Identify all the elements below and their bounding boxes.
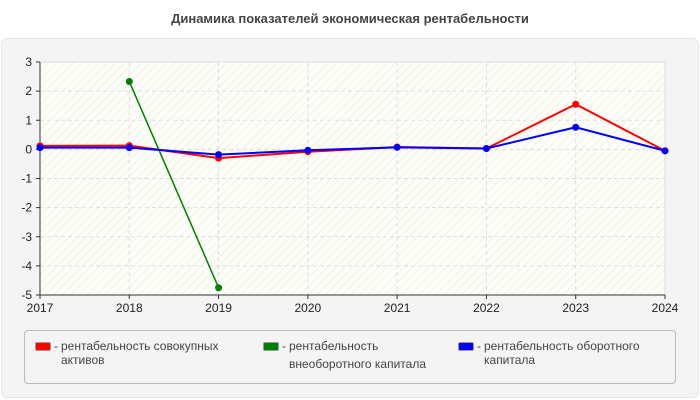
y-tick-label: 0 [25, 142, 32, 156]
legend-item-working-capital: - рентабельность оборотного капитала [458, 339, 640, 367]
x-tick-label: 2023 [562, 301, 589, 315]
legend-label: рентабельность оборотного [484, 339, 640, 353]
legend-swatch-red [35, 342, 51, 351]
x-tick-label: 2021 [384, 301, 411, 315]
y-tick-label: 1 [25, 113, 32, 127]
data-point [125, 78, 133, 86]
legend-label: рентабельность [289, 339, 379, 353]
y-tick-label: -4 [21, 259, 32, 273]
data-point [393, 143, 401, 151]
data-point [215, 151, 223, 159]
x-tick-label: 2018 [116, 301, 143, 315]
legend-label: внеоборотного капитала [289, 357, 426, 371]
legend-label: рентабельность совокупных [61, 339, 219, 353]
series-line-2 [128, 81, 220, 289]
y-tick-label: -5 [21, 288, 32, 302]
data-point [36, 144, 44, 152]
data-point [125, 144, 133, 152]
legend: - рентабельность совокупных активов - рен… [24, 330, 676, 384]
legend-label: активов [61, 353, 105, 367]
data-point [482, 145, 490, 153]
legend-swatch-green [263, 342, 279, 351]
x-tick-label: 2022 [473, 301, 500, 315]
legend-swatch-blue [458, 342, 474, 351]
x-tick-label: 2024 [652, 301, 679, 315]
legend-item-noncurrent-capital: - рентабельность внеоборотного капитала [263, 339, 426, 371]
data-point [215, 284, 223, 292]
y-tick-label: -1 [21, 172, 32, 186]
y-tick-label: -2 [21, 201, 32, 215]
data-point [304, 146, 312, 154]
x-tick-label: 2017 [27, 301, 54, 315]
x-tick-label: 2019 [205, 301, 232, 315]
data-point [572, 100, 580, 108]
series-line-3 [40, 126, 666, 156]
legend-label: капитала [484, 353, 536, 367]
chart-title: Динамика показателей экономическая рента… [171, 11, 529, 26]
legend-item-total-assets: - рентабельность совокупных активов [35, 339, 219, 367]
x-tick-label: 2020 [295, 301, 322, 315]
y-tick-label: -3 [21, 230, 32, 244]
data-point [572, 123, 580, 131]
y-tick-label: 3 [25, 55, 32, 69]
y-tick-label: 2 [25, 84, 32, 98]
data-point [661, 147, 669, 155]
